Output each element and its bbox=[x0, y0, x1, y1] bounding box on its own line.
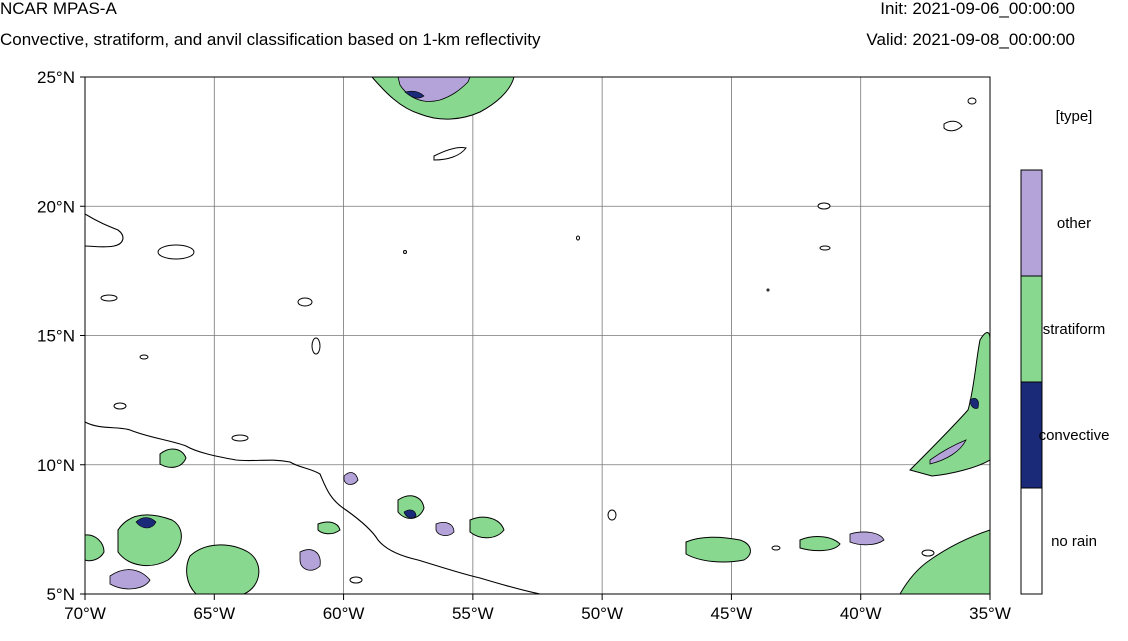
y-tick-label: 25°N bbox=[37, 68, 75, 87]
rain-region bbox=[799, 536, 841, 552]
rain-region bbox=[909, 332, 990, 477]
precip-features bbox=[85, 77, 990, 594]
x-tick-label: 55°W bbox=[452, 604, 494, 623]
rain-region bbox=[685, 536, 751, 563]
x-tick-label: 70°W bbox=[64, 604, 106, 623]
rain-region bbox=[404, 90, 425, 99]
rain-region bbox=[317, 521, 341, 535]
legend-label: other bbox=[1057, 215, 1091, 232]
y-axis: 25°N 20°N 15°N 10°N 5°N bbox=[37, 68, 85, 604]
rain-region bbox=[849, 531, 885, 546]
legend-title: [type] bbox=[1056, 108, 1093, 125]
x-tick-label: 50°W bbox=[581, 604, 623, 623]
y-tick-label: 15°N bbox=[37, 327, 75, 346]
coastline bbox=[85, 421, 541, 594]
small-cells bbox=[100, 97, 977, 584]
x-tick-label: 65°W bbox=[193, 604, 235, 623]
legend-swatch bbox=[1020, 487, 1043, 595]
valid-time: Valid: 2021-09-08_00:00:00 bbox=[866, 30, 1075, 49]
rain-region bbox=[109, 569, 151, 590]
legend-label: stratiform bbox=[1043, 321, 1106, 338]
rain-region bbox=[929, 439, 967, 465]
legend: other stratiform convective no rain bbox=[1020, 169, 1110, 595]
x-tick-label: 35°W bbox=[969, 604, 1011, 623]
rain-region bbox=[899, 529, 990, 594]
y-tick-label: 10°N bbox=[37, 456, 75, 475]
rain-region bbox=[186, 544, 260, 594]
legend-swatch bbox=[1020, 275, 1043, 383]
legend-label: no rain bbox=[1051, 533, 1097, 550]
rain-region bbox=[969, 398, 979, 409]
rain-region bbox=[435, 522, 455, 536]
y-tick-label: 5°N bbox=[46, 585, 75, 604]
rain-region bbox=[159, 448, 187, 468]
init-time: Init: 2021-09-06_00:00:00 bbox=[880, 0, 1075, 18]
rain-region bbox=[343, 472, 359, 485]
rain-region bbox=[299, 549, 321, 571]
x-tick-label: 45°W bbox=[711, 604, 753, 623]
map-subtitle: Convective, stratiform, and anvil classi… bbox=[0, 30, 541, 49]
coastline bbox=[85, 213, 124, 248]
rain-region bbox=[117, 514, 182, 567]
x-tick-label: 60°W bbox=[323, 604, 365, 623]
rain-region bbox=[433, 147, 467, 161]
y-tick-label: 20°N bbox=[37, 197, 75, 216]
grid-lines bbox=[85, 77, 990, 594]
rain-region bbox=[943, 120, 963, 132]
map-title: NCAR MPAS-A bbox=[0, 0, 117, 18]
rain-region bbox=[85, 534, 105, 562]
rain-region bbox=[403, 509, 417, 519]
rain-region bbox=[135, 517, 157, 529]
legend-label: convective bbox=[1039, 427, 1110, 444]
x-tick-label: 40°W bbox=[840, 604, 882, 623]
legend-swatch bbox=[1020, 169, 1043, 277]
rain-region bbox=[469, 516, 505, 539]
x-axis: 70°W 65°W 60°W 55°W 50°W 45°W 40°W 35°W bbox=[64, 594, 1011, 623]
